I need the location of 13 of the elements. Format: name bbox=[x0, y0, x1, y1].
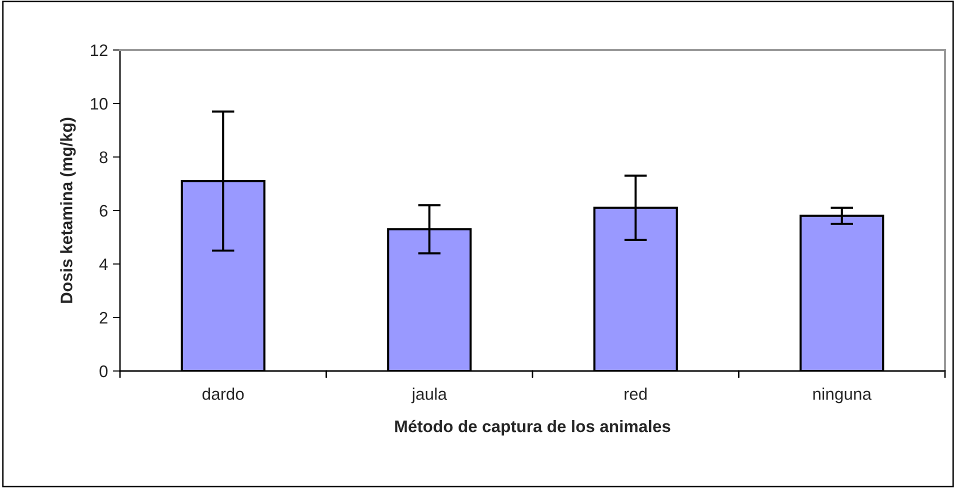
y-tick-label: 4 bbox=[99, 258, 108, 270]
y-tick-label: 6 bbox=[100, 204, 108, 217]
x-axis-title: Método de captura de los animales bbox=[395, 420, 670, 436]
x-tick-label: dardo bbox=[202, 388, 244, 400]
x-tick-label: jaula bbox=[411, 388, 447, 404]
y-tick-label: 12 bbox=[90, 44, 108, 56]
y-tick-label: 0 bbox=[100, 365, 108, 378]
y-axis-title: Dosis ketamina (mg/kg) bbox=[60, 118, 76, 303]
y-tick-label: 2 bbox=[100, 312, 108, 324]
x-tick-label: ninguna bbox=[813, 388, 872, 404]
y-tick-label: 8 bbox=[100, 151, 108, 164]
x-tick-label: red bbox=[624, 388, 647, 400]
y-tick-label: 10 bbox=[90, 98, 108, 110]
